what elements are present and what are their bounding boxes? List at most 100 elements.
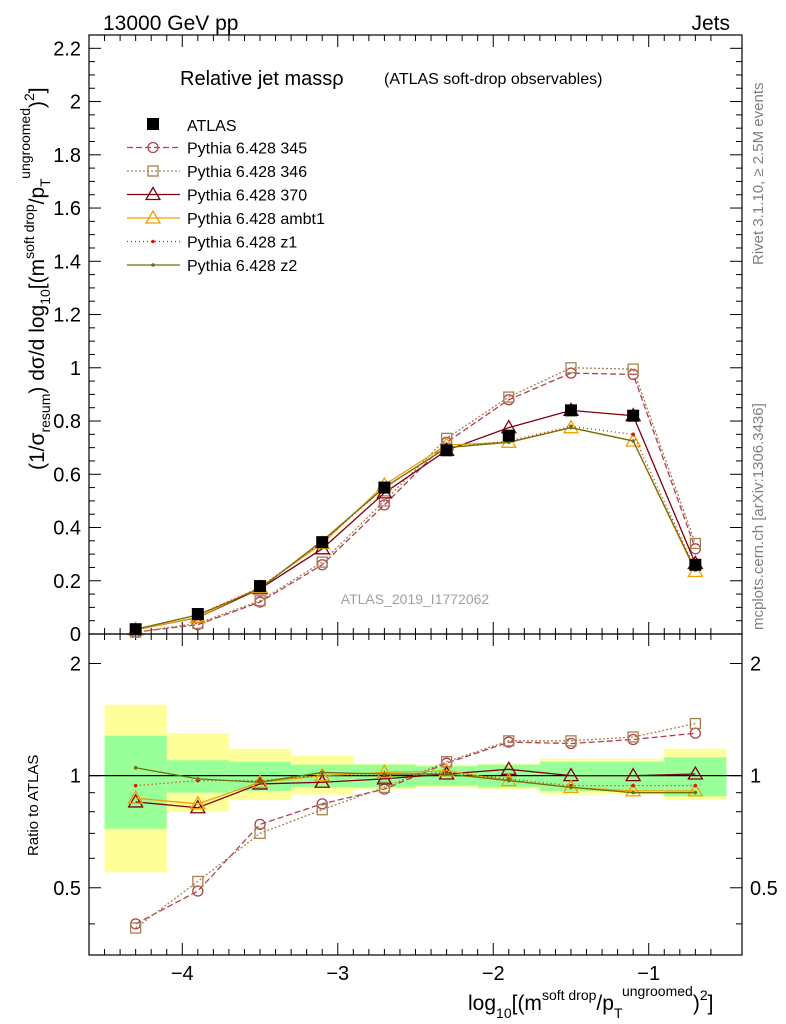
ratio-point — [189, 799, 206, 814]
y-tick-label-top: 1.2 — [53, 305, 81, 327]
y-tick-label-top: 0 — [70, 624, 81, 646]
data-point — [316, 536, 329, 549]
ratio-point — [625, 767, 642, 782]
uncertainty-band-inner — [664, 757, 727, 797]
ratio-line — [135, 768, 696, 809]
y-tick-label-top: 0.8 — [53, 411, 81, 433]
ratio-point — [687, 765, 704, 780]
legend-marker — [144, 186, 162, 201]
legend-marker — [147, 165, 159, 177]
data-point — [191, 608, 204, 621]
legend-marker — [147, 118, 159, 130]
y-tick-label-bottom: 2 — [70, 653, 81, 675]
y-tick-label-bottom-right: 0.5 — [750, 878, 778, 900]
y-tick-label-top: 1 — [70, 358, 81, 380]
ratio-point — [689, 727, 702, 739]
series-line — [135, 367, 696, 633]
series-line — [135, 372, 696, 633]
ratio-point — [196, 777, 200, 781]
data-point — [564, 404, 577, 417]
ratio-line — [135, 722, 696, 929]
series-point — [503, 394, 515, 406]
ratio-point — [689, 717, 702, 730]
data-point — [378, 481, 391, 494]
legend-label: Pythia 6.428 z1 — [187, 235, 297, 252]
legend-marker — [147, 141, 159, 154]
ratio-point — [438, 765, 455, 780]
data-point — [689, 558, 702, 571]
series-point — [316, 556, 328, 568]
series-point — [627, 363, 639, 375]
ratio-point — [129, 922, 142, 934]
uncertainty-band-inner — [166, 760, 229, 793]
y-tick-label-top: 2.2 — [53, 38, 81, 60]
ratio-point — [627, 731, 639, 743]
ratio-point — [316, 804, 328, 816]
y-tick-label-top: 1.4 — [53, 251, 81, 273]
chart-subtitle: (ATLAS soft-drop observables) — [384, 71, 602, 88]
data-point — [129, 623, 142, 636]
ratio-point — [133, 783, 138, 788]
ratio-point — [631, 783, 635, 788]
y-tick-label-bottom-right: 1 — [750, 766, 761, 788]
y-tick-label-top: 0.2 — [53, 571, 81, 593]
legend-label: Pythia 6.428 z2 — [187, 258, 297, 275]
ratio-line — [135, 770, 696, 805]
series-point — [631, 439, 635, 443]
legend-label: Pythia 6.428 346 — [187, 164, 307, 181]
legend-label: Pythia 6.428 345 — [187, 141, 307, 158]
data-point — [627, 409, 640, 422]
mcplots-label: mcplots.cern.ch [arXiv:1306.3436] — [750, 403, 767, 630]
x-tick-label: −2 — [482, 963, 505, 985]
ratio-point — [503, 735, 515, 747]
y-axis-label-top: (1/σresum) dσ/d log10[(msoft drop/pTungr… — [17, 87, 53, 470]
ratio-point — [258, 780, 262, 785]
ratio-point — [254, 827, 266, 839]
ratio-point — [565, 737, 577, 750]
ratio-point — [314, 767, 331, 782]
ratio-point — [320, 773, 325, 778]
main-plot-panel: 0 0.2 0.4 0.6 0.8 1 1.2 1.4 1.6 1.8 2 2.2 — [53, 34, 743, 955]
ratio-point — [254, 818, 266, 831]
ratio-point — [444, 772, 449, 776]
x-tick-label: −1 — [637, 963, 660, 985]
data-point — [254, 580, 267, 593]
ratio-point — [382, 772, 387, 776]
legend-marker — [151, 263, 155, 267]
data-point — [502, 429, 515, 442]
legend-marker — [144, 209, 162, 224]
y-tick-label-bottom: 1 — [70, 766, 81, 788]
y-tick-label-top: 2 — [70, 92, 81, 114]
series-point — [378, 495, 391, 507]
y-tick-label-top: 1.8 — [53, 145, 81, 167]
ratio-point — [438, 762, 455, 777]
series-line — [135, 427, 696, 630]
legend: ATLAS Pythia 6.428 345 Pythia 6.428 346 Pyt… — [127, 118, 325, 275]
legend-label: ATLAS — [187, 118, 237, 135]
ratio-point — [133, 765, 138, 770]
y-tick-label-top: 0.4 — [53, 518, 81, 540]
y-axis-label-bottom: Ratio to ATLAS — [25, 755, 42, 856]
x-tick-label: −3 — [326, 963, 349, 985]
ratio-point — [565, 735, 577, 747]
ratio-point — [320, 770, 325, 775]
y-tick-label-bottom: 0.5 — [53, 878, 81, 900]
ratio-point — [378, 781, 391, 794]
ratio-point — [631, 790, 635, 795]
y-tick-label-bottom-right: 2 — [750, 653, 761, 675]
legend-label: Pythia 6.428 370 — [187, 188, 307, 205]
ratio-point — [189, 795, 206, 810]
series-point — [503, 391, 515, 403]
series-point — [254, 595, 266, 607]
analysis-label: ATLAS_2019_I1772062 — [341, 591, 490, 607]
ratio-point — [127, 793, 144, 808]
series-point — [569, 425, 573, 430]
uncertainty-band-inner — [104, 735, 167, 829]
ratio-point — [693, 790, 698, 795]
ratio-point — [693, 783, 698, 788]
ratio-point — [127, 789, 144, 804]
header-right: Jets — [691, 12, 730, 35]
x-tick-label: −4 — [171, 963, 194, 985]
legend-label: Pythia 6.428 ambt1 — [187, 211, 325, 228]
